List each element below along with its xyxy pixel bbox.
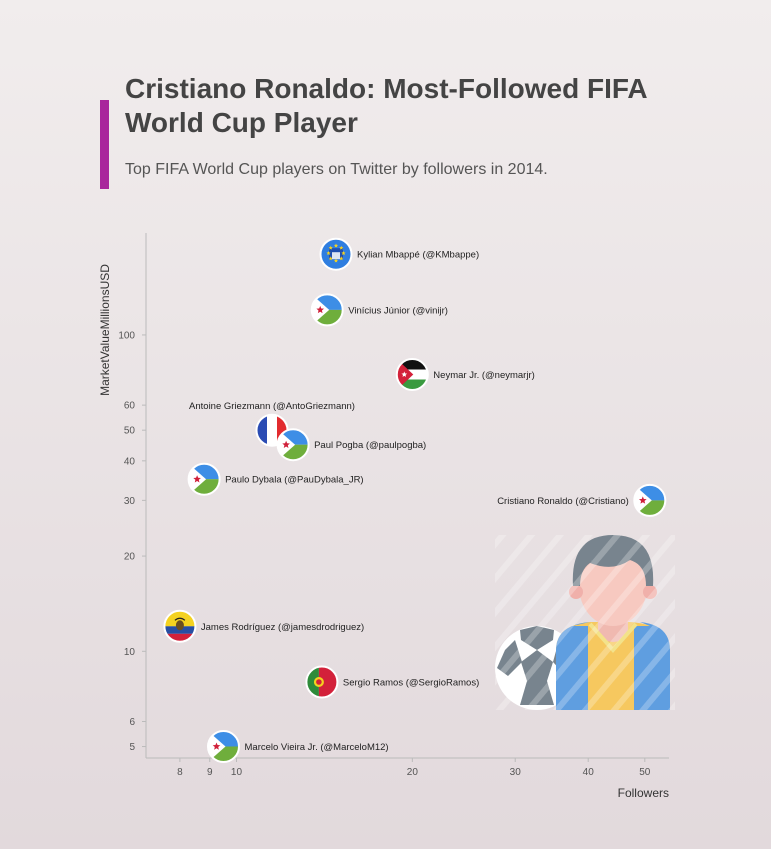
x-tick-label: 30 [510,767,522,778]
title-accent-bar [100,100,109,189]
point-label: Marcelo Vieira Jr. (@MarceloM12) [245,742,389,753]
data-point: Kylian Mbappé (@KMbappe) [319,237,479,271]
point-label: Paul Pogba (@paulpogba) [314,440,426,451]
y-tick-label: 60 [124,401,136,412]
x-tick-label: 20 [407,767,419,778]
x-tick-label: 10 [231,767,243,778]
y-tick-label: 30 [124,496,136,507]
djibouti-flag-icon [633,483,667,517]
data-point: Antoine Griezmann (@AntoGriezmann) [189,401,355,447]
x-tick-label: 50 [639,767,651,778]
data-point: Paul Pogba (@paulpogba) [276,428,426,462]
chart-title: Cristiano Ronaldo: Most-Followed FIFA Wo… [125,73,647,138]
point-label: James Rodríguez (@jamesdrodriguez) [201,622,364,633]
y-tick-label: 6 [129,717,135,728]
djibouti-flag-icon [207,730,240,763]
player-illustration-icon [495,535,675,710]
y-tick-label: 20 [124,552,136,563]
y-tick-label: 50 [124,426,136,437]
ecuador-flag-icon [163,609,197,643]
data-point: Vinícius Júnior (@vinijr) [310,293,448,327]
point-label: Cristiano Ronaldo (@Cristiano) [497,496,629,507]
data-point: Cristiano Ronaldo (@Cristiano) [497,483,667,517]
data-point: Neymar Jr. (@neymarjr) [395,358,535,391]
point-label: Antoine Griezmann (@AntoGriezmann) [189,401,355,412]
data-point: Paulo Dybala (@PauDybala_JR) [187,462,364,496]
y-tick-label: 40 [124,456,136,467]
djibouti-flag-icon [310,293,344,327]
point-label: Sergio Ramos (@SergioRamos) [343,678,479,689]
chart-subtitle: Top FIFA World Cup players on Twitter by… [125,161,548,178]
y-axis-ticks: 5 6 10 20 30 40 50 60 100 [118,330,146,753]
point-label: Paulo Dybala (@PauDybala_JR) [225,475,364,486]
x-tick-label: 9 [207,767,213,778]
point-label: Kylian Mbappé (@KMbappe) [357,250,479,261]
y-tick-label: 5 [129,742,135,753]
x-tick-label: 40 [583,767,595,778]
blue-star-flag-icon [319,237,353,271]
djibouti-flag-icon [276,428,310,462]
x-axis-ticks: 8 9 10 20 30 40 50 [177,758,651,778]
point-label: Neymar Jr. (@neymarjr) [433,370,535,381]
djibouti-flag-icon [187,462,221,496]
y-tick-label: 10 [124,647,136,658]
data-points: Kylian Mbappé (@KMbappe) Vinícius Júnior … [163,237,667,763]
portugal-flag-icon [305,665,339,699]
point-label: Vinícius Júnior (@vinijr) [348,305,448,316]
data-point: Sergio Ramos (@SergioRamos) [305,665,479,699]
data-point: James Rodríguez (@jamesdrodriguez) [163,609,364,643]
y-tick-label: 100 [118,330,135,341]
jordan-flag-icon [395,358,429,391]
x-axis-title: Followers [618,786,669,800]
y-axis-title: MarketValueMillionsUSD [98,264,112,396]
x-tick-label: 8 [177,767,183,778]
data-point: Marcelo Vieira Jr. (@MarceloM12) [207,730,389,763]
